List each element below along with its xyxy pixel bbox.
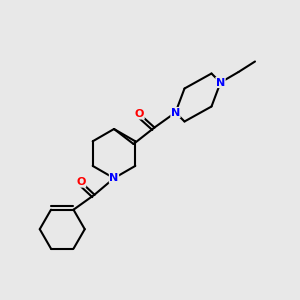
Text: O: O: [76, 177, 86, 187]
Text: N: N: [171, 107, 180, 118]
Text: N: N: [110, 173, 118, 183]
Text: O: O: [135, 109, 144, 119]
Text: N: N: [216, 77, 225, 88]
